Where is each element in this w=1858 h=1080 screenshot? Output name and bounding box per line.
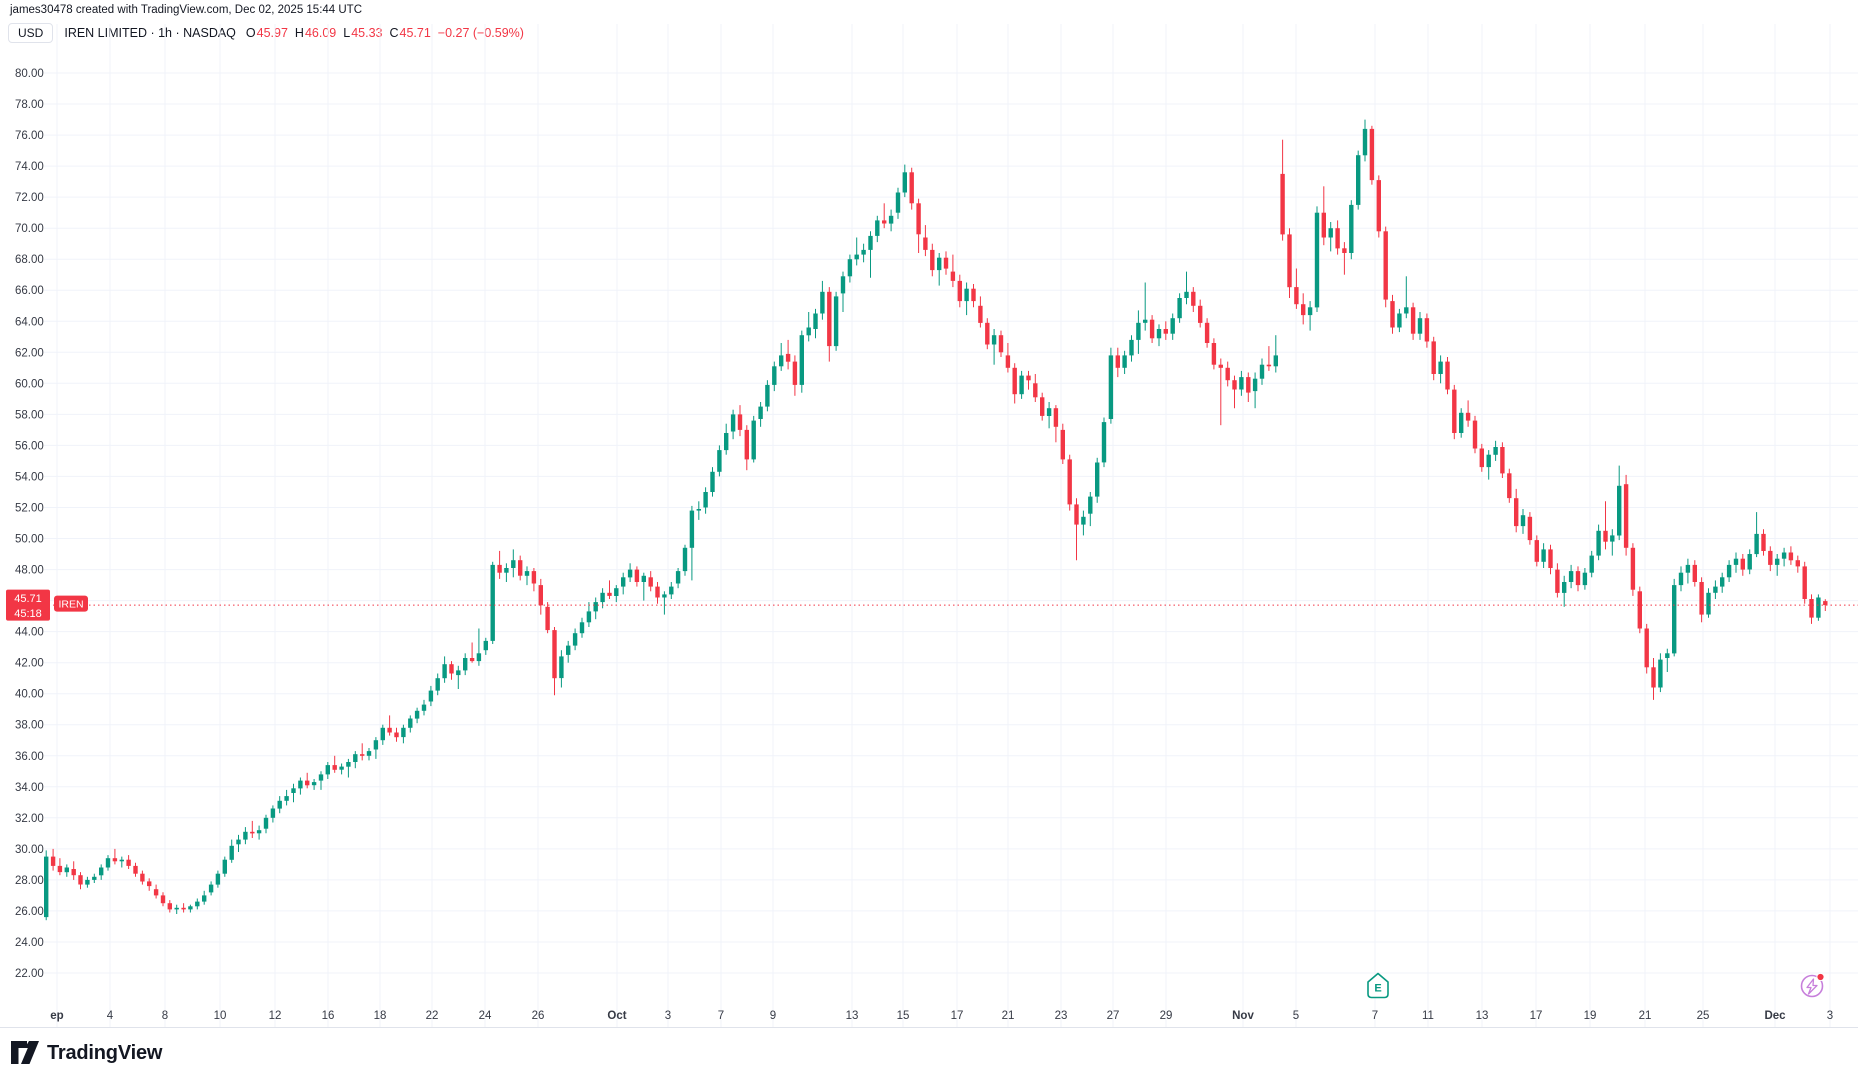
- svg-text:30.00: 30.00: [15, 844, 44, 856]
- svg-text:8: 8: [162, 1010, 168, 1022]
- change-value: −0.27 (−0.59%): [437, 26, 524, 40]
- tradingview-logo-text: TradingView: [47, 1041, 163, 1064]
- svg-text:ep: ep: [50, 1010, 63, 1022]
- svg-text:76.00: 76.00: [15, 130, 44, 142]
- svg-text:3: 3: [1827, 1010, 1833, 1022]
- svg-text:34.00: 34.00: [15, 782, 44, 794]
- svg-text:18: 18: [374, 1010, 387, 1022]
- symbol-title[interactable]: IREN LIMITED · 1h · NASDAQ: [64, 26, 236, 40]
- svg-text:4: 4: [107, 1010, 114, 1022]
- svg-text:3: 3: [665, 1010, 671, 1022]
- svg-text:19: 19: [1584, 1010, 1597, 1022]
- tradingview-logo[interactable]: TradingView: [10, 1040, 162, 1066]
- candlestick-series: [44, 119, 1828, 921]
- svg-text:7: 7: [1372, 1010, 1378, 1022]
- svg-text:72.00: 72.00: [15, 192, 44, 204]
- svg-text:23: 23: [1055, 1010, 1068, 1022]
- open-label: O: [245, 26, 256, 40]
- svg-text:32.00: 32.00: [15, 813, 44, 825]
- price-axis[interactable]: 80.00 78.00 76.00 74.00 72.00 70.00 68.00 66.00…: [15, 68, 44, 980]
- svg-text:11: 11: [1422, 1010, 1434, 1022]
- svg-text:74.00: 74.00: [15, 161, 44, 173]
- open-value: 45.97: [256, 26, 288, 40]
- svg-text:64.00: 64.00: [15, 316, 44, 328]
- svg-text:28.00: 28.00: [15, 875, 44, 887]
- attribution-text: james30478 created with TradingView.com,…: [10, 4, 363, 16]
- svg-text:16: 16: [322, 1010, 335, 1022]
- svg-text:27: 27: [1107, 1010, 1120, 1022]
- svg-text:48.00: 48.00: [15, 565, 44, 577]
- svg-text:12: 12: [269, 1010, 282, 1022]
- svg-text:21: 21: [1002, 1010, 1015, 1022]
- svg-text:17: 17: [1530, 1010, 1543, 1022]
- low-label: L: [343, 26, 351, 40]
- svg-text:21: 21: [1639, 1010, 1652, 1022]
- svg-text:56.00: 56.00: [15, 440, 44, 452]
- svg-text:26: 26: [532, 1010, 545, 1022]
- svg-text:70.00: 70.00: [15, 223, 44, 235]
- svg-text:9: 9: [770, 1010, 776, 1022]
- ticker-price-label: IREN: [54, 595, 88, 612]
- low-value: 45.33: [351, 26, 383, 40]
- svg-text:66.00: 66.00: [15, 285, 44, 297]
- svg-text:Dec: Dec: [1764, 1010, 1786, 1022]
- svg-text:44.00: 44.00: [15, 627, 44, 639]
- svg-text:36.00: 36.00: [15, 751, 44, 763]
- svg-text:Nov: Nov: [1232, 1010, 1254, 1022]
- svg-text:29: 29: [1160, 1010, 1173, 1022]
- svg-text:45:18: 45:18: [14, 608, 42, 620]
- time-axis[interactable]: ep 4 8 10 12 16 18 22 24 26 Oct 3 7 9 13 15 17 21 23 27 29 No…: [50, 1010, 1833, 1022]
- svg-text:Oct: Oct: [607, 1010, 626, 1022]
- close-value: 45.71: [399, 26, 431, 40]
- svg-text:80.00: 80.00: [15, 68, 44, 80]
- svg-text:13: 13: [1476, 1010, 1489, 1022]
- svg-text:15: 15: [897, 1010, 910, 1022]
- svg-text:17: 17: [951, 1010, 964, 1022]
- svg-text:26.00: 26.00: [15, 906, 44, 918]
- grid: [44, 24, 1858, 1028]
- svg-text:40.00: 40.00: [15, 689, 44, 701]
- tradingview-logo-icon: [11, 1041, 39, 1064]
- svg-text:22.00: 22.00: [15, 968, 44, 980]
- svg-text:60.00: 60.00: [15, 378, 44, 390]
- news-lightning-icon[interactable]: [1800, 972, 1825, 998]
- current-price-badge: 45.71 45:18: [6, 589, 50, 621]
- svg-text:54.00: 54.00: [15, 471, 44, 483]
- svg-text:50.00: 50.00: [15, 534, 44, 546]
- earnings-icon[interactable]: E: [1367, 972, 1389, 999]
- svg-text:38.00: 38.00: [15, 720, 44, 732]
- svg-text:62.00: 62.00: [15, 347, 44, 359]
- svg-text:5: 5: [1293, 1010, 1299, 1022]
- svg-text:68.00: 68.00: [15, 254, 44, 266]
- svg-text:45.71: 45.71: [14, 593, 42, 605]
- svg-text:IREN: IREN: [58, 599, 83, 611]
- currency-selector[interactable]: USD: [8, 23, 54, 43]
- high-label: H: [294, 26, 304, 40]
- svg-text:25: 25: [1697, 1010, 1710, 1022]
- svg-text:58.00: 58.00: [15, 409, 44, 421]
- svg-text:E: E: [1374, 983, 1381, 995]
- svg-text:10: 10: [214, 1010, 227, 1022]
- close-label: C: [389, 26, 399, 40]
- svg-text:52.00: 52.00: [15, 503, 44, 515]
- svg-text:22: 22: [426, 1010, 439, 1022]
- svg-text:24: 24: [479, 1010, 492, 1022]
- svg-text:42.00: 42.00: [15, 658, 44, 670]
- svg-text:78.00: 78.00: [15, 99, 44, 111]
- svg-text:13: 13: [846, 1010, 859, 1022]
- svg-text:7: 7: [718, 1010, 724, 1022]
- svg-text:24.00: 24.00: [15, 937, 44, 949]
